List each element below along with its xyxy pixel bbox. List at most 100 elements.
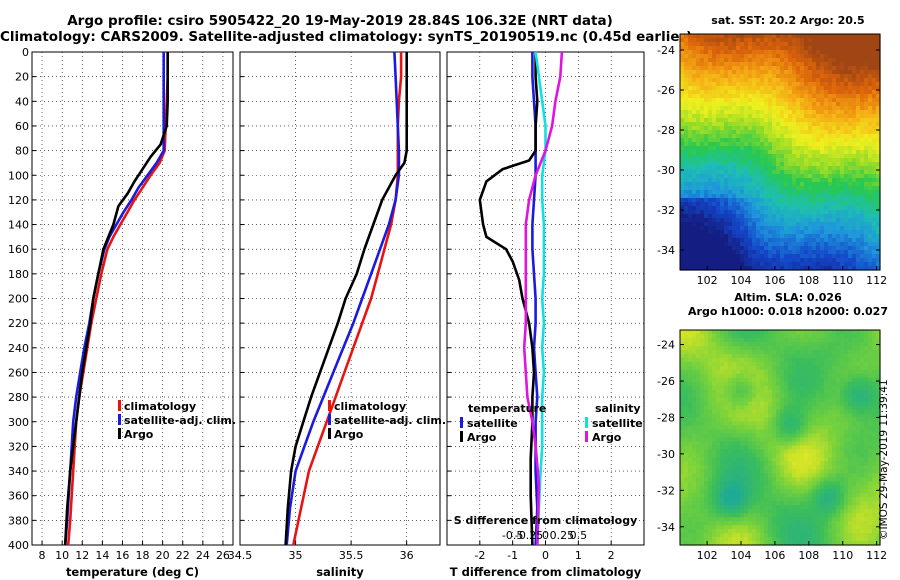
lat-tick-label: -32 (657, 204, 675, 217)
x2-tick-label: 0.25 (550, 529, 575, 542)
legend-swatch (460, 417, 463, 428)
legend-label: Argo (124, 428, 154, 441)
legend-swatch (118, 400, 121, 411)
sla-map-frame (679, 329, 881, 546)
legend-swatch (585, 431, 588, 442)
lat-tick-label: -32 (657, 484, 675, 497)
depth-tick-label: 400 (8, 539, 29, 552)
series-satellite-adj-clim- (285, 51, 401, 546)
legend-title-salinity: salinity (595, 402, 641, 415)
depth-tick-label: 380 (8, 514, 29, 527)
lon-tick-label: 112 (866, 549, 887, 562)
x-tick-label: 10 (55, 549, 69, 562)
lat-tick-label: -24 (657, 44, 675, 57)
legend-title-temperature: temperature (468, 402, 546, 415)
depth-tick-label: 160 (8, 243, 29, 256)
legend-swatch (328, 428, 331, 439)
depth-tick-label: 200 (8, 293, 29, 306)
legend-label: climatology (124, 400, 196, 413)
legend-swatch (328, 400, 331, 411)
lat-tick-label: -30 (657, 164, 675, 177)
lon-tick-label: 106 (764, 549, 785, 562)
lat-tick-label: -28 (657, 411, 675, 424)
lon-tick-label: 102 (697, 549, 718, 562)
legend-swatch (118, 428, 121, 439)
x-tick-label: 20 (156, 549, 170, 562)
legend-label: Argo (592, 431, 622, 444)
depth-tick-label: 360 (8, 490, 29, 503)
depth-tick-label: 260 (8, 366, 29, 379)
x-tick-label: 22 (176, 549, 190, 562)
lon-tick-label: 110 (832, 274, 853, 287)
x-tick-label: 16 (115, 549, 129, 562)
x-tick-label: 1 (575, 549, 582, 562)
legend-label: climatology (334, 400, 406, 413)
x-axis-label: T difference from climatology (450, 565, 642, 579)
depth-tick-label: 20 (15, 71, 29, 84)
sla-map-field (680, 330, 881, 546)
depth-tick-label: 320 (8, 440, 29, 453)
depth-tick-label: 100 (8, 169, 29, 182)
legend-swatch (118, 414, 121, 425)
sla-map-title-line1: Altim. SLA: 0.026 (734, 291, 842, 304)
depth-tick-label: 80 (15, 145, 29, 158)
depth-tick-label: 140 (8, 219, 29, 232)
x2-tick-label: -0.25 (515, 529, 543, 542)
x2-tick-label: 0.5 (570, 529, 588, 542)
depth-tick-label: 280 (8, 391, 29, 404)
lon-tick-label: 108 (798, 549, 819, 562)
x-tick-label: 8 (39, 549, 46, 562)
sst-map-title: sat. SST: 20.2 Argo: 20.5 (711, 14, 865, 27)
lon-tick-label: 110 (832, 549, 853, 562)
lon-tick-label: 104 (731, 274, 752, 287)
depth-tick-label: 340 (8, 465, 29, 478)
x-tick-label: 24 (196, 549, 210, 562)
x-tick-label: -1 (507, 549, 518, 562)
legend-label: satellite-adj. clim. (334, 414, 446, 427)
depth-tick-label: 60 (15, 120, 29, 133)
x-tick-label: 14 (95, 549, 109, 562)
x2-tick-label: -0.5 (502, 529, 523, 542)
legend-swatch (585, 417, 588, 428)
depth-tick-label: 240 (8, 342, 29, 355)
legend-label: Argo (467, 431, 497, 444)
legend-label: satellite-adj. clim. (124, 414, 236, 427)
plot-title-line2: Climatology: CARS2009. Satellite-adjuste… (0, 29, 693, 45)
x-tick-label: 0 (542, 549, 549, 562)
depth-tick-label: 300 (8, 416, 29, 429)
sst-map-frame (679, 33, 881, 271)
x-tick-label: 36 (400, 549, 414, 562)
legend-swatch (328, 414, 331, 425)
lat-tick-label: -34 (657, 521, 675, 534)
x-tick-label: -2 (474, 549, 485, 562)
lon-tick-label: 108 (798, 274, 819, 287)
lat-tick-label: -34 (657, 244, 675, 257)
x-axis-label: salinity (316, 565, 364, 579)
depth-tick-label: 180 (8, 268, 29, 281)
depth-tick-label: 120 (8, 194, 29, 207)
depth-tick-label: 220 (8, 317, 29, 330)
x-axis-label: temperature (deg C) (66, 565, 199, 579)
legend-label: satellite (467, 417, 518, 430)
x-tick-label: 35 (289, 549, 303, 562)
x-tick-label: 35.5 (339, 549, 364, 562)
sla-map-title-line2: Argo h1000: 0.018 h2000: 0.027 (688, 305, 888, 318)
x-tick-label: 2 (608, 549, 615, 562)
lat-tick-label: -28 (657, 124, 675, 137)
series-t-argo (478, 52, 539, 546)
x2-tick-label: 0 (542, 529, 549, 542)
x-tick-label: 18 (136, 549, 150, 562)
lon-tick-label: 102 (697, 274, 718, 287)
series-argo (284, 52, 409, 546)
depth-tick-label: 0 (22, 46, 29, 59)
x-tick-label: 34.5 (228, 549, 253, 562)
legend-label: Argo (334, 428, 364, 441)
sst-map-field (680, 34, 881, 271)
x2-axis-label: S difference from climatology (454, 514, 638, 527)
lon-tick-label: 112 (866, 274, 887, 287)
lat-tick-label: -24 (657, 339, 675, 352)
lon-tick-label: 106 (764, 274, 785, 287)
legend-label: satellite (592, 417, 643, 430)
lat-tick-label: -26 (657, 375, 675, 388)
